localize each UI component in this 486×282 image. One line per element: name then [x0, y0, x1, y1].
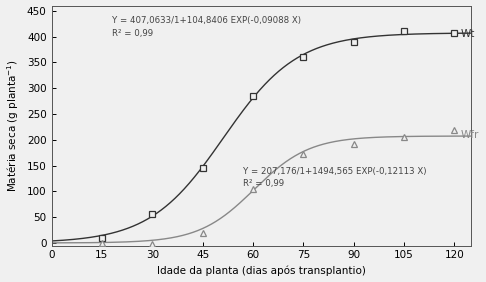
- Text: Wfr: Wfr: [461, 129, 479, 140]
- Text: R² = 0,99: R² = 0,99: [112, 29, 153, 38]
- Text: R² = 0,99: R² = 0,99: [243, 179, 284, 188]
- X-axis label: Idade da planta (dias após transplantio): Idade da planta (dias após transplantio): [157, 266, 366, 276]
- Text: Y = 407,0633/1+104,8406 EXP(-0,09088 X): Y = 407,0633/1+104,8406 EXP(-0,09088 X): [112, 16, 301, 25]
- Y-axis label: Matéria seca (g planta$^{-1}$): Matéria seca (g planta$^{-1}$): [5, 59, 21, 192]
- Text: Wt: Wt: [461, 29, 475, 39]
- Text: Y = 207,176/1+1494,565 EXP(-0,12113 X): Y = 207,176/1+1494,565 EXP(-0,12113 X): [243, 167, 426, 176]
